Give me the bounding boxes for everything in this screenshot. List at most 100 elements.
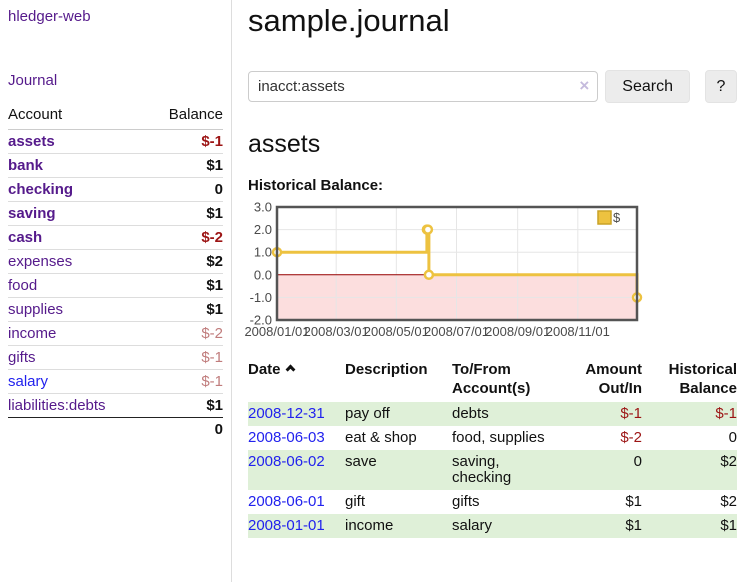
- help-button[interactable]: ?: [705, 70, 737, 103]
- register-row: 2008-01-01 income salary $1 $1: [248, 514, 737, 538]
- account-row: assets $-1: [8, 129, 223, 154]
- transaction-accounts: saving, checking: [452, 450, 570, 490]
- account-row: salary $-1: [8, 369, 223, 394]
- search-input[interactable]: [248, 71, 599, 102]
- account-row: supplies $1: [8, 297, 223, 322]
- register-row: 2008-06-02 save saving, checking 0 $2: [248, 450, 737, 490]
- y-axis-tick: -1.0: [250, 290, 272, 305]
- transaction-description: save: [345, 450, 452, 490]
- account-heading: assets: [248, 130, 321, 158]
- search-box: ×: [248, 71, 599, 102]
- account-row: saving $1: [8, 201, 223, 226]
- account-balance: 0: [146, 177, 223, 202]
- account-row: checking 0: [8, 177, 223, 202]
- account-balance: $-2: [146, 225, 223, 250]
- plot-border: [275, 205, 639, 322]
- register-col-balance: Historical Balance: [668, 361, 737, 397]
- accounts-table: Account Balance assets $-1 bank $1 checking 0…: [8, 102, 223, 442]
- x-axis-tick: 2008/07/01: [424, 324, 489, 339]
- transaction-amount: $-2: [620, 429, 642, 446]
- sidebar-account-link[interactable]: cash: [8, 229, 43, 246]
- account-balance: $1: [146, 201, 223, 226]
- account-balance: $1: [146, 393, 223, 418]
- transaction-date-link[interactable]: 2008-06-03: [248, 429, 325, 446]
- account-row: food $1: [8, 273, 223, 298]
- register-row: 2008-06-03 eat & shop food, supplies $-2 0: [248, 426, 737, 450]
- data-point-marker: [422, 224, 434, 235]
- account-balance: $1: [146, 297, 223, 322]
- register-col-accounts: To/From Account(s): [452, 361, 531, 397]
- sidebar-account-link[interactable]: liabilities:debts: [8, 397, 106, 414]
- accounts-col-balance: Balance: [146, 102, 223, 130]
- sidebar-item-journal[interactable]: Journal: [8, 72, 58, 89]
- y-axis-tick: 0.0: [254, 267, 272, 282]
- accounts-total-row: 0: [8, 418, 223, 442]
- account-balance: $-1: [146, 129, 223, 154]
- accounts-total: 0: [214, 421, 223, 439]
- search-form: × Search ?: [248, 70, 737, 103]
- register-table: Date Description To/From Account(s) Amou…: [248, 358, 737, 538]
- clear-search-icon[interactable]: ×: [579, 76, 590, 95]
- transaction-accounts: debts: [452, 402, 570, 426]
- y-axis-tick: 3.0: [254, 200, 272, 215]
- sidebar-account-link[interactable]: expenses: [8, 253, 73, 270]
- y-axis-tick: -2.0: [250, 313, 272, 328]
- accounts-col-account: Account: [8, 102, 147, 130]
- transaction-amount: 0: [570, 450, 642, 490]
- legend-label: $: [613, 210, 621, 225]
- transaction-accounts: salary: [452, 514, 570, 538]
- x-axis-tick: 2008/03/01: [304, 324, 369, 339]
- transaction-balance: 0: [728, 429, 737, 446]
- account-row: income $-2: [8, 321, 223, 346]
- transaction-amount: $-1: [570, 402, 642, 426]
- sidebar-account-link[interactable]: supplies: [8, 301, 64, 318]
- account-balance: $-1: [146, 369, 223, 394]
- historical-balance-chart: $3.0 2.0 1.0 0.0 -1.0 -2.0 2008/01/01 2008/03/0…: [242, 199, 646, 341]
- account-row: cash $-2: [8, 225, 223, 250]
- legend-swatch: [597, 210, 612, 225]
- sidebar-account-link[interactable]: gifts: [8, 349, 36, 366]
- transaction-date-link[interactable]: 2008-06-02: [248, 453, 325, 470]
- account-balance: $1: [146, 273, 223, 298]
- register-row: 2008-12-31 pay off debts $-1 $-1: [248, 402, 737, 426]
- register-row: 2008-06-01 gift gifts $1 $2: [248, 490, 737, 514]
- page-title: sample.journal: [248, 3, 450, 38]
- search-button[interactable]: Search: [605, 70, 690, 103]
- transaction-balance: $1: [642, 514, 737, 538]
- transaction-balance: $2: [642, 450, 737, 490]
- sidebar-account-link[interactable]: bank: [8, 157, 44, 174]
- transaction-amount: $1: [570, 514, 642, 538]
- sidebar: hledger-web Journal Account Balance asse…: [0, 0, 232, 582]
- sidebar-account-link[interactable]: assets: [8, 133, 55, 150]
- y-axis-tick: 2.0: [254, 222, 272, 237]
- data-point-marker: [423, 269, 435, 281]
- account-balance: $-2: [146, 321, 223, 346]
- transaction-amount: $1: [625, 493, 642, 510]
- transaction-description: eat & shop: [345, 429, 417, 446]
- sidebar-account-link[interactable]: salary: [8, 373, 49, 390]
- transaction-description: gift: [345, 493, 366, 510]
- account-balance: $2: [146, 249, 223, 274]
- sidebar-account-link[interactable]: food: [8, 277, 38, 294]
- app-brand-link[interactable]: hledger-web: [8, 8, 91, 25]
- x-axis-tick: 2008/01/01: [244, 324, 309, 339]
- account-row: liabilities:debts $1: [8, 393, 223, 418]
- transaction-date-link[interactable]: 2008-12-31: [248, 405, 325, 422]
- sidebar-account-link[interactable]: checking: [8, 181, 74, 198]
- sidebar-account-link[interactable]: saving: [8, 205, 56, 222]
- register-col-amount: Amount Out/In: [585, 361, 642, 397]
- account-balance: $-1: [146, 345, 223, 370]
- sidebar-account-link[interactable]: income: [8, 325, 57, 342]
- transaction-balance: $2: [720, 493, 737, 510]
- transaction-balance: $-1: [642, 402, 737, 426]
- transaction-description: pay off: [345, 402, 452, 426]
- transaction-accounts: gifts: [452, 493, 480, 510]
- y-axis-tick: 1.0: [254, 245, 272, 260]
- account-row: gifts $-1: [8, 345, 223, 370]
- transaction-date-link[interactable]: 2008-06-01: [248, 493, 325, 510]
- transaction-date-link[interactable]: 2008-01-01: [248, 517, 325, 534]
- sort-asc-icon: [285, 364, 295, 375]
- x-axis-tick: 2008/05/01: [364, 324, 429, 339]
- x-axis-tick: 2008/09/01: [485, 324, 550, 339]
- register-col-date[interactable]: Date: [248, 358, 345, 402]
